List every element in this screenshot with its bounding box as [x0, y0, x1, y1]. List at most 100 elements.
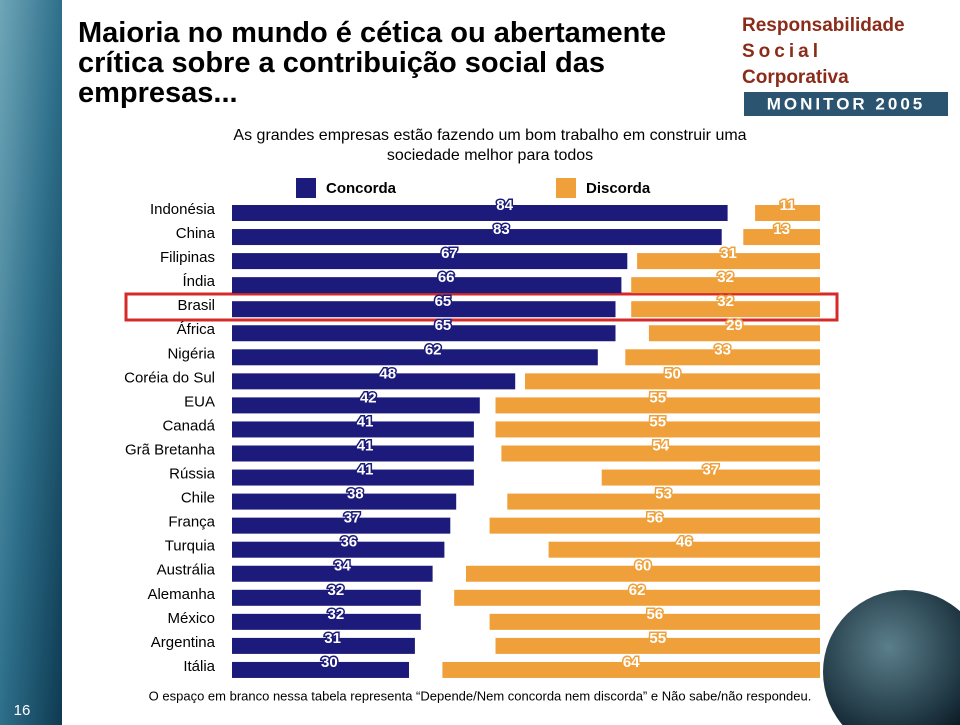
category-label: Indonésia [150, 201, 216, 218]
bar-discorda [454, 589, 820, 606]
bar-discorda [637, 253, 820, 270]
bar-concorda [232, 253, 628, 270]
bar-concorda [232, 613, 421, 630]
value-label: 64 [623, 654, 640, 671]
category-label: Grã Bretanha [125, 441, 216, 458]
value-label: 36 [340, 534, 357, 551]
category-label: Coréia do Sul [124, 369, 215, 386]
value-label: 32 [327, 606, 344, 623]
bar-discorda [601, 469, 820, 486]
bar-concorda [232, 469, 474, 486]
legend-swatch [556, 178, 576, 198]
bar-discorda [625, 349, 820, 366]
category-label: França [168, 514, 215, 531]
bar-concorda [232, 397, 480, 414]
bar-concorda [232, 565, 433, 582]
category-label: Rússia [169, 466, 216, 483]
category-label: Brasil [177, 297, 215, 314]
bar-concorda [232, 349, 598, 366]
title-box: Maioria no mundo é cética ou abertamente… [78, 18, 667, 109]
value-label: 38 [347, 486, 364, 503]
value-label: 41 [357, 462, 374, 479]
value-label: 55 [649, 389, 666, 406]
category-label: Argentina [151, 634, 216, 651]
bar-concorda [232, 325, 616, 342]
category-label: México [167, 610, 215, 627]
value-label: 55 [649, 630, 666, 647]
value-label: 62 [425, 341, 442, 358]
bar-discorda [466, 565, 820, 582]
bar-concorda [232, 493, 457, 510]
value-label: 83 [493, 221, 510, 238]
value-label: 60 [635, 558, 652, 575]
category-label: EUA [184, 393, 215, 410]
bar-discorda [495, 637, 820, 654]
value-label: 33 [714, 341, 731, 358]
bar-discorda [525, 373, 820, 390]
value-label: 37 [344, 510, 361, 527]
bar-concorda [232, 589, 421, 606]
bar-concorda [232, 637, 415, 654]
chart-title: Maioria no mundo é cética ou abertamente… [78, 18, 667, 109]
bar-discorda [631, 301, 820, 318]
value-label: 29 [726, 317, 743, 334]
value-label: 31 [720, 245, 737, 262]
bar-concorda [232, 661, 409, 678]
bar-discorda [495, 421, 820, 438]
category-label: Itália [183, 658, 215, 675]
bar-concorda [232, 301, 616, 318]
logo-text: MONITOR 2005 [767, 94, 926, 113]
category-label: Alemanha [147, 586, 215, 603]
bar-concorda [232, 277, 622, 294]
value-label: 48 [379, 365, 396, 382]
value-label: 65 [435, 317, 452, 334]
bar-concorda [232, 205, 728, 221]
value-label: 55 [649, 413, 666, 430]
bar-concorda [232, 445, 474, 462]
legend-swatch [296, 178, 316, 198]
value-label: 13 [773, 221, 790, 238]
bar-discorda [489, 517, 820, 534]
logo-text: Responsabilidade [742, 15, 905, 36]
bar-concorda [232, 373, 516, 390]
value-label: 66 [438, 269, 455, 286]
value-label: 53 [655, 486, 672, 503]
value-label: 54 [652, 437, 669, 454]
value-label: 41 [357, 413, 374, 430]
bar-concorda [232, 421, 474, 438]
value-label: 32 [717, 293, 734, 310]
value-label: 56 [646, 510, 663, 527]
value-label: 50 [664, 365, 681, 382]
category-label: Canadá [162, 417, 215, 434]
bar-discorda [507, 493, 820, 510]
category-label: Chile [181, 490, 215, 507]
bar-discorda [548, 541, 820, 558]
bar-discorda [489, 613, 820, 630]
footnote: O espaço em branco nessa tabela represen… [149, 688, 812, 703]
value-label: 42 [360, 389, 377, 406]
category-label: Austrália [157, 562, 216, 579]
legend-label: Concorda [326, 180, 397, 197]
bar-discorda [631, 277, 820, 294]
globe [823, 590, 960, 725]
bar-concorda [232, 541, 445, 558]
category-label: China [176, 225, 216, 242]
page-number: 16 [14, 702, 31, 719]
category-label: África [177, 321, 216, 338]
bar-discorda [442, 661, 820, 678]
bar-concorda [232, 229, 722, 246]
bar-discorda [755, 205, 820, 221]
value-label: 41 [357, 437, 374, 454]
subtitle-box: As grandes empresas estão fazendo um bom… [233, 127, 746, 164]
bar-discorda [743, 229, 820, 246]
bar-discorda [501, 445, 820, 462]
side-strip [0, 0, 62, 725]
value-label: 31 [324, 630, 341, 647]
value-label: 32 [327, 582, 344, 599]
legend-label: Discorda [586, 180, 651, 197]
value-label: 56 [646, 606, 663, 623]
category-label: Turquia [165, 538, 216, 555]
value-label: 67 [441, 245, 458, 262]
